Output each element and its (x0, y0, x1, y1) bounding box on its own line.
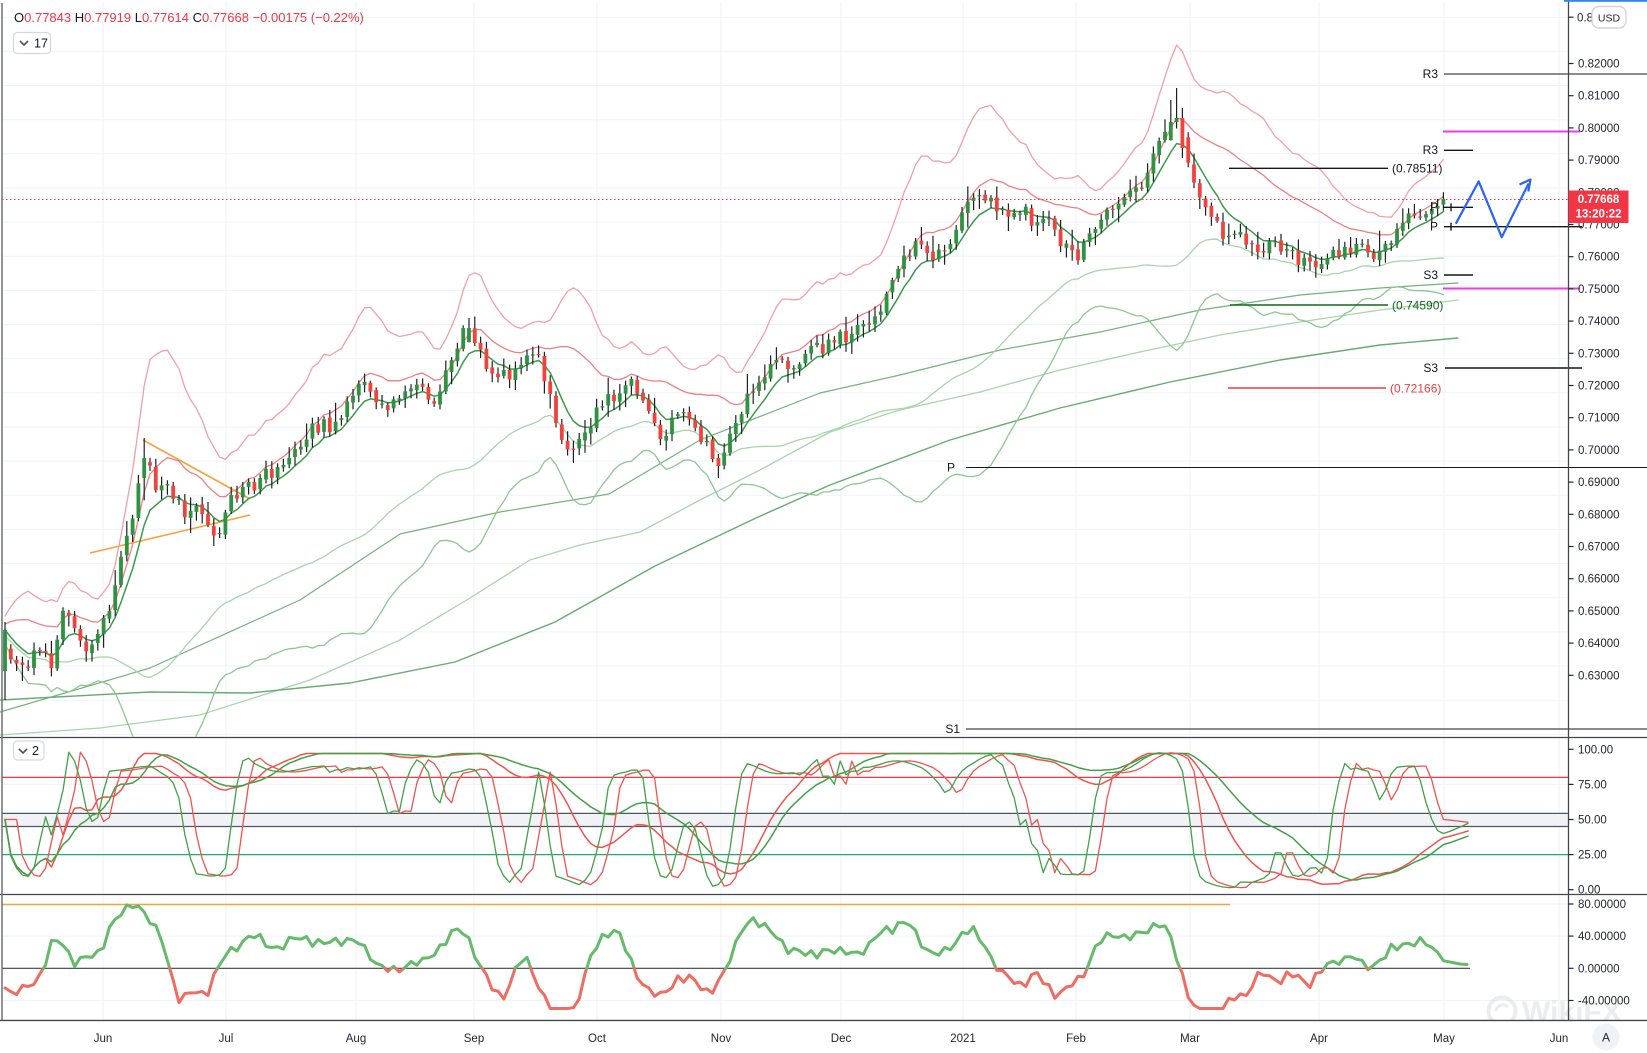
svg-text:0.00000: 0.00000 (1578, 963, 1620, 975)
svg-text:0.75000: 0.75000 (1578, 284, 1620, 296)
svg-text:P: P (1430, 200, 1438, 214)
svg-text:O0.77843 H0.77919 L0.77614 C0.: O0.77843 H0.77919 L0.77614 C0.77668 −0.0… (14, 10, 364, 25)
svg-text:100.00: 100.00 (1578, 744, 1613, 756)
svg-text:P: P (947, 461, 955, 475)
svg-text:0.67000: 0.67000 (1578, 542, 1620, 554)
svg-text:0.80000: 0.80000 (1578, 123, 1620, 135)
svg-text:80.00000: 80.00000 (1578, 899, 1626, 911)
svg-text:0.74000: 0.74000 (1578, 316, 1620, 328)
svg-text:Mar: Mar (1180, 1033, 1200, 1045)
svg-text:Aug: Aug (346, 1033, 366, 1045)
svg-text:0.82000: 0.82000 (1578, 59, 1620, 71)
svg-text:May: May (1433, 1033, 1455, 1045)
svg-text:USD: USD (1598, 13, 1621, 25)
svg-text:Jun: Jun (94, 1033, 113, 1045)
svg-text:0.70000: 0.70000 (1578, 445, 1620, 457)
svg-text:0.81000: 0.81000 (1578, 91, 1620, 103)
svg-text:0.64000: 0.64000 (1578, 638, 1620, 650)
svg-text:Feb: Feb (1066, 1033, 1086, 1045)
svg-text:0.68000: 0.68000 (1578, 509, 1620, 521)
svg-text:S1: S1 (945, 722, 960, 736)
svg-text:50.00: 50.00 (1578, 815, 1607, 827)
svg-text:A: A (1602, 1031, 1610, 1045)
svg-text:2021: 2021 (950, 1033, 976, 1045)
svg-text:0.73000: 0.73000 (1578, 348, 1620, 360)
svg-text:13:20:22: 13:20:22 (1575, 209, 1621, 221)
svg-text:0.65000: 0.65000 (1578, 606, 1620, 618)
svg-text:S3: S3 (1423, 268, 1438, 282)
svg-text:75.00: 75.00 (1578, 779, 1607, 791)
svg-text:0.72000: 0.72000 (1578, 381, 1620, 393)
svg-text:Dec: Dec (831, 1033, 852, 1045)
svg-text:(0.74590): (0.74590) (1392, 299, 1443, 313)
svg-text:Apr: Apr (1310, 1033, 1328, 1045)
svg-text:0.76000: 0.76000 (1578, 252, 1620, 264)
svg-text:-40.00000: -40.00000 (1578, 996, 1630, 1008)
svg-text:S3: S3 (1423, 361, 1438, 375)
svg-text:0.00: 0.00 (1578, 885, 1600, 897)
svg-text:0.79000: 0.79000 (1578, 155, 1620, 167)
svg-text:17: 17 (34, 37, 48, 51)
svg-text:R3: R3 (1423, 67, 1439, 81)
svg-text:0.66000: 0.66000 (1578, 574, 1620, 586)
svg-text:(0.72166): (0.72166) (1390, 382, 1441, 396)
svg-text:Sep: Sep (464, 1033, 484, 1045)
svg-text:Oct: Oct (588, 1033, 607, 1045)
svg-text:40.00000: 40.00000 (1578, 931, 1626, 943)
svg-text:Jul: Jul (219, 1033, 234, 1045)
svg-text:2: 2 (32, 744, 39, 758)
svg-text:0.8: 0.8 (1577, 13, 1593, 25)
svg-text:0.69000: 0.69000 (1578, 477, 1620, 489)
svg-text:R3: R3 (1423, 143, 1439, 157)
svg-text:Jun: Jun (1550, 1033, 1569, 1045)
svg-text:Nov: Nov (711, 1033, 732, 1045)
svg-text:0.77668: 0.77668 (1578, 194, 1620, 206)
svg-text:0.63000: 0.63000 (1578, 670, 1620, 682)
svg-text:25.00: 25.00 (1578, 850, 1607, 862)
svg-text:0.71000: 0.71000 (1578, 413, 1620, 425)
svg-text:(0.78511): (0.78511) (1392, 162, 1442, 176)
svg-text:P: P (1430, 220, 1438, 234)
